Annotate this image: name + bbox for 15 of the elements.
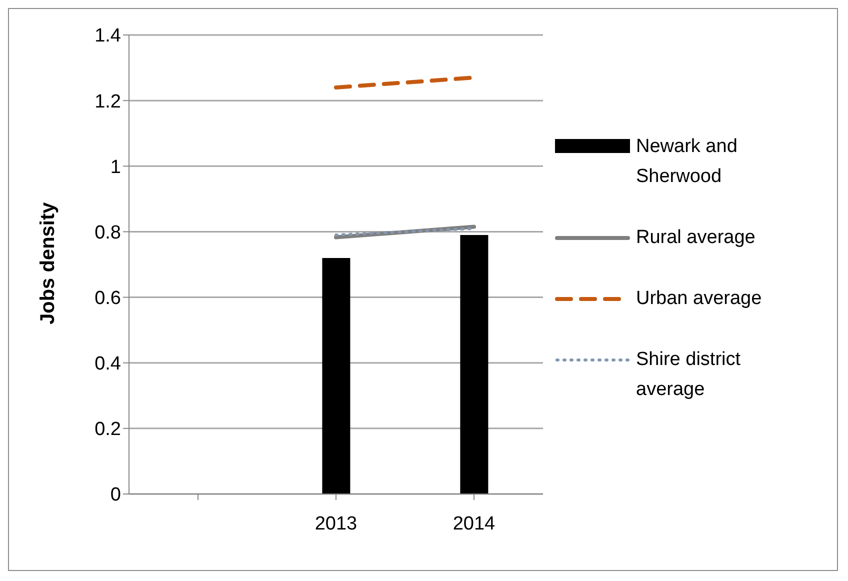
- y-tick-label: 0.2: [94, 419, 121, 440]
- y-tick-label: 0.8: [94, 222, 121, 244]
- legend-label: Newark and Sherwood: [636, 134, 738, 188]
- y-axis-title: Jobs density: [37, 201, 60, 324]
- legend-label: Urban average: [636, 286, 763, 310]
- y-tick-label: 0.6: [94, 288, 121, 310]
- y-tick-label: 0.4: [94, 354, 122, 375]
- x-tick-label: 2013: [314, 513, 358, 534]
- y-tick-label: 1: [110, 156, 121, 178]
- x-tick-label: 2014: [452, 513, 496, 534]
- y-tick-label: 0: [110, 484, 121, 506]
- y-tick-label: 1.2: [94, 91, 121, 112]
- legend-label: Shire district average: [636, 348, 742, 402]
- y-tick-label: 1.4: [94, 26, 122, 47]
- legend-label: Rural average: [636, 226, 756, 250]
